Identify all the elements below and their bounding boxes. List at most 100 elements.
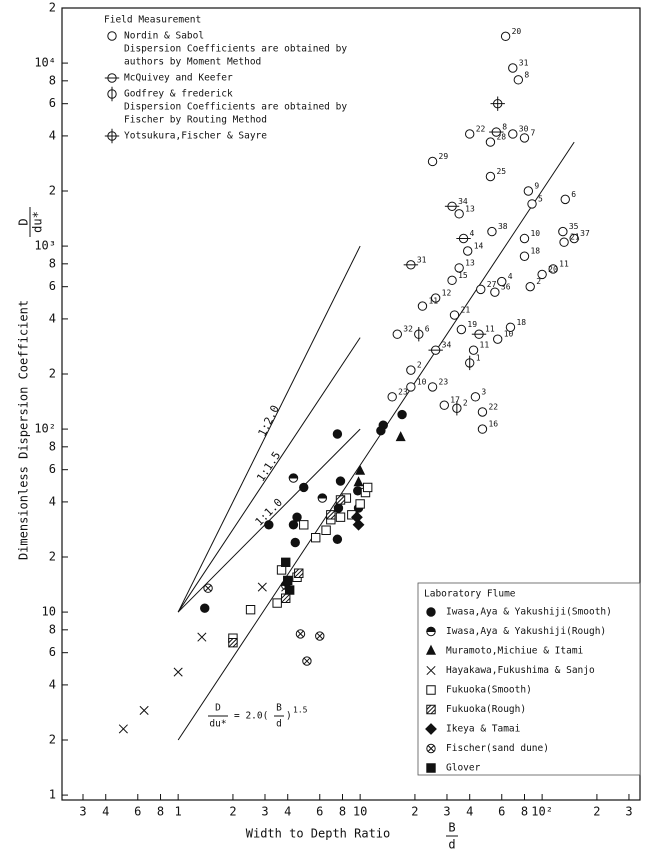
- y-tick-label: 4: [49, 128, 56, 142]
- marker-part: [430, 293, 441, 303]
- marker-part: [454, 263, 464, 273]
- marker-part: [500, 31, 511, 42]
- point: [257, 582, 267, 592]
- point: [470, 392, 481, 402]
- point: [395, 431, 406, 442]
- marker-part: [299, 520, 309, 530]
- point: [471, 329, 487, 339]
- point: [376, 426, 386, 436]
- marker-part: [558, 226, 568, 237]
- marker-part: [332, 534, 343, 544]
- eq-exponent: 1.5: [293, 706, 308, 715]
- legend-symbol: [426, 607, 436, 617]
- point-label: 6: [425, 325, 430, 334]
- marker-part: [425, 723, 437, 735]
- marker-part: [264, 520, 274, 530]
- point: [523, 186, 534, 196]
- marker-part: [362, 482, 373, 493]
- point: [288, 520, 299, 530]
- marker-part: [139, 705, 149, 716]
- y-axis-fraction-num: D: [17, 218, 31, 225]
- point-label: 32: [403, 325, 413, 334]
- marker-part: [513, 75, 524, 85]
- marker-part: [332, 429, 343, 439]
- point: [335, 512, 346, 522]
- point-label: 16: [488, 420, 498, 429]
- marker-part: [476, 284, 486, 295]
- point-label: 20: [512, 27, 522, 36]
- point-label: 8: [524, 70, 529, 79]
- x-tick-label: 6: [498, 805, 505, 819]
- point: [352, 518, 365, 531]
- legend-note: Fischer by Routing Method: [124, 115, 267, 126]
- marker-part: [505, 322, 516, 332]
- legend-note: Dispersion Coefficients are obtained by: [124, 44, 347, 55]
- point-label: 7: [530, 128, 535, 137]
- point-label: 27: [487, 280, 497, 289]
- legend-symbol: [426, 665, 436, 676]
- legend-label: Fukuoka(Smooth): [446, 685, 532, 696]
- marker-part: [426, 685, 436, 695]
- point: [548, 264, 558, 274]
- legend-title: Field Measurement: [104, 15, 201, 26]
- marker-part: [351, 511, 363, 524]
- y-tick-label: 10⁴: [34, 56, 56, 70]
- marker-part: [316, 632, 324, 640]
- point-label: 29: [439, 152, 449, 161]
- point: [335, 495, 346, 505]
- point-label: 2: [463, 399, 468, 408]
- y-tick-label: 1: [49, 788, 56, 802]
- eq-den: du*: [209, 719, 226, 730]
- marker-part: [569, 233, 579, 244]
- point: [321, 525, 331, 535]
- point: [288, 473, 299, 483]
- point: [505, 322, 516, 332]
- y-tick-label: 10³: [34, 239, 56, 253]
- point-label: 21: [570, 233, 580, 242]
- x-tick-label: 4: [466, 805, 473, 819]
- point: [417, 301, 428, 311]
- legend-label: Ikeya & Tamai: [446, 724, 521, 735]
- marker-part: [427, 382, 438, 392]
- point: [281, 593, 291, 603]
- marker-part: [406, 365, 416, 375]
- x-tick-label: 2: [229, 805, 236, 819]
- point-label: 4: [508, 272, 513, 281]
- marker-part: [272, 598, 282, 608]
- eq-num: D: [215, 703, 221, 714]
- point: [292, 512, 302, 522]
- point: [508, 129, 518, 139]
- point: [525, 281, 535, 292]
- legend-label: Fischer(sand dune): [446, 743, 549, 754]
- point: [489, 127, 504, 137]
- point-label: 14: [474, 242, 484, 251]
- marker-part: [299, 482, 309, 493]
- marker-part: [353, 486, 363, 496]
- y-tick-label: 2: [49, 1, 56, 15]
- marker-part: [288, 520, 299, 530]
- point-label: 36: [501, 283, 511, 292]
- marker-part: [355, 464, 366, 475]
- point-label: 9: [534, 181, 539, 190]
- legend-symbol: [104, 128, 120, 144]
- point: [272, 598, 282, 608]
- point: [295, 629, 306, 639]
- marker-part: [426, 626, 436, 632]
- point: [403, 260, 419, 270]
- legend-symbol: [426, 704, 436, 715]
- marker-part: [427, 745, 435, 752]
- x-tick-label: 4: [102, 805, 109, 819]
- point-label: 2: [536, 277, 541, 286]
- point: [284, 585, 295, 595]
- x-tick-label: 2: [411, 805, 418, 819]
- point-label: 20: [548, 265, 558, 274]
- marker-part: [317, 493, 328, 499]
- point-label: 13: [465, 258, 475, 267]
- point: [397, 409, 407, 420]
- marker-part: [427, 156, 438, 167]
- point-label: 25: [496, 167, 506, 176]
- point: [477, 424, 488, 434]
- fit-line: [177, 141, 575, 741]
- point: [197, 632, 207, 642]
- point: [228, 638, 238, 648]
